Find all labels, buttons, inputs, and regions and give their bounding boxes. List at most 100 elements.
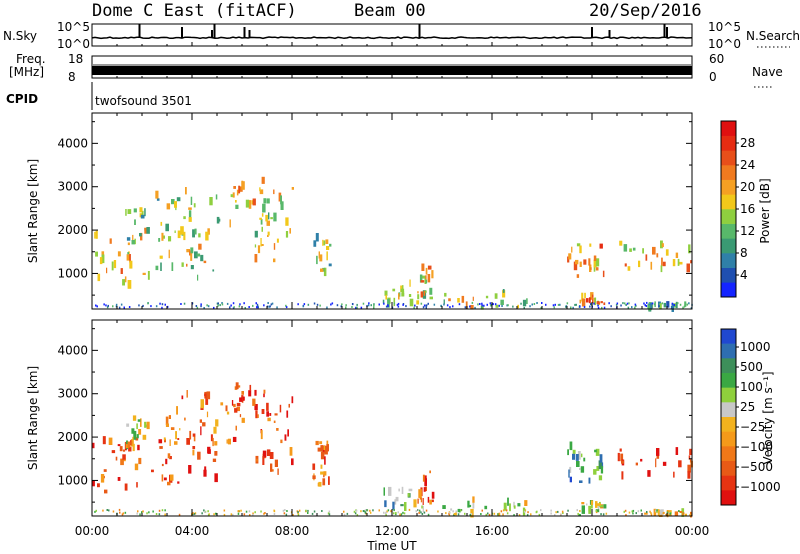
ground-scatter-cell — [425, 509, 428, 512]
ground-scatter-cell — [385, 305, 388, 308]
ground-scatter-cell — [415, 510, 417, 513]
ground-scatter-cell — [285, 513, 288, 516]
ground-scatter-cell — [458, 303, 461, 306]
y-tick-label: 4000 — [57, 136, 88, 150]
echo-cell — [320, 268, 324, 272]
echo-cell — [230, 194, 233, 198]
echo-cell — [409, 298, 414, 307]
ground-scatter-cell — [307, 509, 309, 512]
echo-cell — [617, 452, 620, 462]
ground-scatter-cell — [356, 303, 358, 306]
echo-cell — [163, 235, 165, 239]
echo-cell — [291, 458, 294, 466]
echo-cell — [263, 389, 266, 394]
ground-scatter-cell — [469, 305, 471, 308]
ground-scatter-cell — [124, 511, 127, 514]
echo-cell — [632, 247, 636, 251]
echo-cell — [324, 456, 326, 465]
ground-scatter-cell — [602, 513, 605, 516]
ground-scatter-cell — [367, 304, 370, 307]
ground-scatter-cell — [688, 302, 690, 305]
colorbar-tick-label: 20 — [740, 180, 755, 194]
echo-cell — [185, 187, 187, 195]
echo-cell — [326, 251, 328, 261]
ground-scatter-cell — [399, 513, 401, 516]
echo-cell — [174, 230, 176, 233]
echo-cell — [579, 467, 581, 470]
echo-cell — [136, 434, 139, 439]
ground-scatter-cell — [96, 305, 98, 308]
ground-scatter-cell — [230, 513, 233, 516]
echo-cell — [127, 441, 131, 448]
echo-cell — [212, 269, 215, 272]
ground-scatter-cell — [369, 509, 371, 512]
ground-scatter-cell — [233, 306, 235, 309]
ground-scatter-cell — [364, 509, 367, 512]
colorbar-block — [721, 343, 736, 359]
cpid-label: CPID — [6, 92, 38, 106]
ground-scatter-cell — [243, 302, 245, 305]
echo-cell — [254, 389, 257, 396]
nsky-tick-bottom: 10^0 — [57, 37, 90, 51]
echo-cell — [104, 489, 108, 494]
echo-cell — [647, 470, 651, 477]
echo-cell — [507, 497, 509, 506]
echo-cell — [385, 294, 387, 300]
echo-cell — [134, 238, 136, 245]
echo-cell — [137, 419, 141, 422]
ground-scatter-cell — [500, 510, 503, 513]
ground-scatter-cell — [488, 513, 491, 516]
ground-scatter-cell — [330, 303, 332, 306]
echo-cell — [122, 454, 126, 460]
x-tick-label: 20:00 — [575, 524, 610, 538]
colorbar-block — [721, 446, 736, 462]
echo-cell — [259, 187, 261, 192]
echo-cell — [422, 275, 426, 279]
echo-cell — [183, 231, 186, 241]
echo-cell — [161, 474, 164, 482]
echo-cell — [659, 509, 661, 515]
echo-cell — [239, 186, 243, 192]
x-tick-label: 04:00 — [175, 524, 210, 538]
echo-cell — [200, 426, 202, 436]
echo-cell — [419, 274, 423, 283]
echo-cell — [100, 474, 105, 483]
velocity-colorbar-label: Velocity [m s⁻¹] — [761, 371, 775, 464]
echo-cell — [323, 445, 326, 451]
colorbar-block — [721, 461, 736, 476]
echo-cell — [429, 287, 433, 295]
echo-cell — [684, 301, 687, 307]
ground-scatter-cell — [631, 510, 633, 513]
ground-scatter-cell — [625, 304, 627, 306]
velocity-y-ticks: 1000 2000 3000 4000 — [57, 328, 692, 503]
ground-scatter-cell — [206, 304, 208, 307]
echo-cell — [136, 482, 138, 488]
echo-cell — [252, 398, 256, 406]
echo-cell — [200, 254, 204, 262]
ground-scatter-cell — [298, 509, 301, 512]
ground-scatter-cell — [513, 514, 515, 517]
echo-cell — [427, 274, 431, 283]
power-panel: 1000 2000 3000 4000 Slant Range [km] — [26, 112, 693, 312]
echo-cell — [490, 304, 492, 307]
echo-cell — [186, 249, 190, 253]
ground-scatter-cell — [270, 303, 273, 306]
echo-cell — [326, 444, 329, 452]
echo-cell — [621, 460, 625, 464]
colorbar-block — [721, 223, 736, 239]
echo-cell — [227, 438, 231, 445]
ground-scatter-cell — [417, 509, 420, 511]
echo-cell — [119, 446, 123, 452]
colorbar-block — [721, 431, 736, 447]
echo-cell — [579, 261, 582, 267]
echo-cell — [689, 448, 692, 456]
colorbar-block — [721, 373, 736, 388]
ground-scatter-cell — [625, 514, 627, 517]
echo-cell — [197, 451, 201, 460]
nsearch-tick-top: 10^5 — [708, 20, 741, 34]
echo-cell — [675, 301, 678, 309]
echo-cell — [236, 402, 241, 407]
echo-cell — [656, 455, 660, 459]
ground-scatter-cell — [223, 513, 226, 516]
ground-scatter-cell — [470, 513, 473, 515]
